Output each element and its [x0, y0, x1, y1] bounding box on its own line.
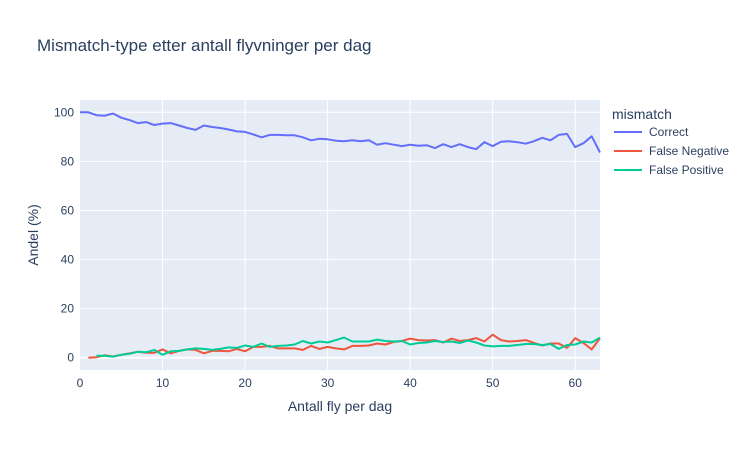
y-tick-label: 40: [61, 253, 75, 267]
y-tick-labels: 0 20 40 60 80 100: [54, 105, 74, 364]
legend-label: False Negative: [649, 144, 729, 158]
chart-title: Mismatch-type etter antall flyvninger pe…: [37, 36, 372, 55]
x-axis-label: Antall fly per dag: [288, 398, 392, 414]
series-line-false-positive[interactable]: [96, 336, 601, 358]
legend-title: mismatch: [612, 106, 672, 122]
x-tick-label: 10: [156, 376, 170, 390]
grid-lines: [80, 100, 600, 370]
legend-item-false-negative[interactable]: False Negative: [614, 144, 729, 158]
legend-label: False Positive: [649, 163, 724, 177]
y-axis-label: Andel (%): [25, 204, 41, 265]
y-tick-label: 60: [61, 203, 75, 217]
legend-items: Correct False Negative False Positive: [614, 125, 729, 177]
x-tick-label: 20: [238, 376, 252, 390]
y-tick-label: 80: [61, 154, 75, 168]
x-tick-label: 60: [569, 376, 583, 390]
x-tick-label: 0: [77, 376, 84, 390]
y-tick-label: 20: [61, 302, 75, 316]
series-lines: [80, 111, 601, 359]
series-line-correct[interactable]: [80, 111, 601, 153]
y-tick-label: 100: [54, 105, 74, 119]
x-tick-label: 50: [486, 376, 500, 390]
series-line-false-negative[interactable]: [88, 333, 601, 359]
y-tick-label: 0: [67, 351, 74, 365]
legend[interactable]: mismatch Correct False Negative False Posi…: [612, 106, 729, 177]
x-tick-labels: 0 10 20 30 40 50 60: [77, 376, 583, 390]
legend-label: Correct: [649, 125, 689, 139]
plot-area[interactable]: [80, 100, 600, 370]
legend-item-false-positive[interactable]: False Positive: [614, 163, 724, 177]
legend-item-correct[interactable]: Correct: [614, 125, 689, 139]
x-tick-label: 30: [321, 376, 335, 390]
x-tick-label: 40: [403, 376, 417, 390]
